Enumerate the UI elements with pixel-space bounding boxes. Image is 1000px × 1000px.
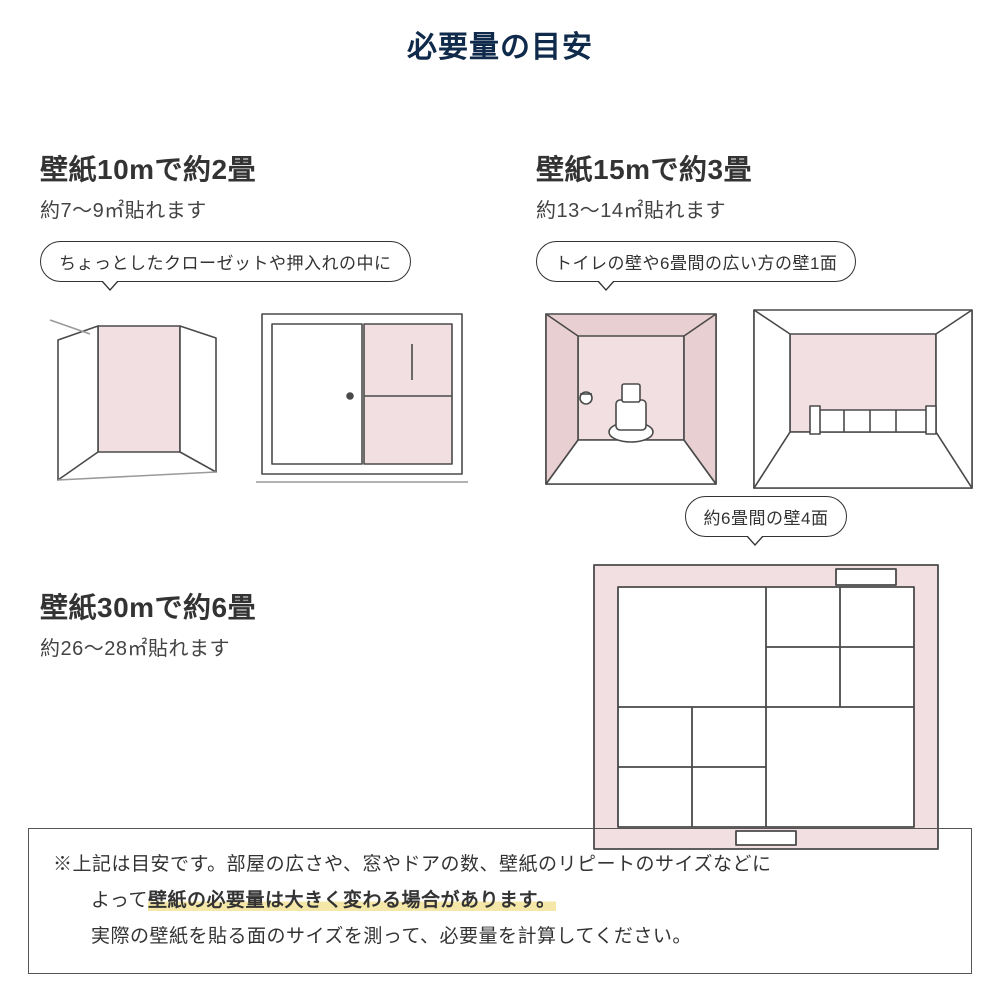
heading-15m: 壁紙15mで約3畳	[536, 148, 996, 188]
oshiire-icon	[252, 304, 472, 494]
footnote-box: ※上記は目安です。部屋の広さや、窓やドアの数、壁紙のリピートのサイズなどに よっ…	[28, 828, 972, 974]
living-wall-icon	[748, 304, 978, 494]
block-6jo: 約6畳間の壁4面	[536, 496, 996, 857]
bubble-6jo: 約6畳間の壁4面	[685, 496, 848, 537]
bubble-15m: トイレの壁や6畳間の広い方の壁1面	[536, 241, 856, 282]
note-line3-text: 実際の壁紙を貼る面のサイズを測って、必要量を計算してください。	[91, 926, 692, 947]
heading-10m: 壁紙10mで約2畳	[40, 148, 500, 188]
sub-15m: 約13〜14㎡貼れます	[536, 194, 996, 223]
sub-10m: 約7〜9㎡貼れます	[40, 194, 500, 223]
page-title: 必要量の目安	[0, 0, 1000, 66]
note-line1: ※上記は目安です。部屋の広さや、窓やドアの数、壁紙のリピートのサイズなどに	[53, 847, 947, 883]
heading-30m: 壁紙30mで約6畳	[40, 586, 500, 626]
sub-30m: 約26〜28㎡貼れます	[40, 632, 500, 661]
illus-10m	[40, 304, 500, 494]
note-line3: 実際の壁紙を貼る面のサイズを測って、必要量を計算してください。	[53, 919, 947, 955]
bubble-10m: ちょっとしたクローゼットや押入れの中に	[40, 241, 411, 282]
block-30m: 壁紙30mで約6畳 約26〜28㎡貼れます	[40, 586, 500, 661]
toilet-room-icon	[536, 304, 726, 494]
floorplan-icon	[586, 557, 946, 857]
note-line2-highlight: 壁紙の必要量は大きく変わる場合があります。	[148, 890, 556, 911]
closet-icon	[40, 304, 230, 494]
block-15m: 壁紙15mで約3畳 約13〜14㎡貼れます トイレの壁や6畳間の広い方の壁1面	[536, 148, 996, 494]
content-grid: 壁紙10mで約2畳 約7〜9㎡貼れます ちょっとしたクローゼットや押入れの中に	[0, 66, 1000, 836]
illus-15m	[536, 304, 996, 494]
note-line2: よって壁紙の必要量は大きく変わる場合があります。	[53, 883, 947, 919]
note-line2-a: よって	[91, 890, 148, 911]
block-10m: 壁紙10mで約2畳 約7〜9㎡貼れます ちょっとしたクローゼットや押入れの中に	[40, 148, 500, 494]
